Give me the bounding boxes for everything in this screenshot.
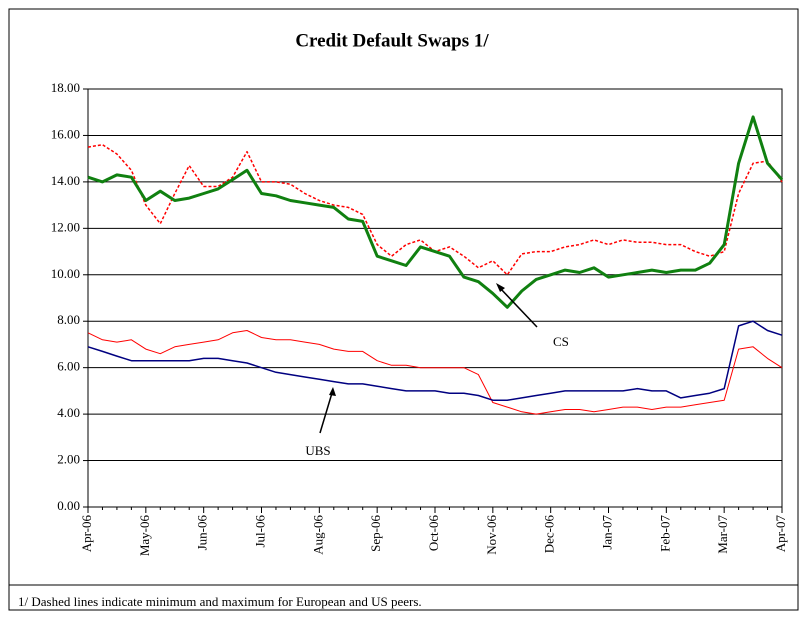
- x-tick-label: Feb-07: [657, 515, 672, 552]
- x-tick-label: Mar-07: [715, 515, 730, 554]
- y-tick-label: 14.00: [51, 173, 80, 188]
- series-line: [87, 320, 783, 401]
- y-tick-label: 6.00: [57, 359, 80, 374]
- x-tick-label: Jan-07: [599, 515, 614, 550]
- series-line: [87, 115, 784, 309]
- x-tick-label: Nov-06: [484, 515, 499, 555]
- y-tick-label: 4.00: [57, 405, 80, 420]
- arrow-head: [329, 387, 336, 396]
- chart-title: Credit Default Swaps 1/: [295, 30, 489, 51]
- x-tick-label: Aug-06: [310, 515, 325, 555]
- x-tick-label: Apr-07: [773, 515, 788, 553]
- y-tick-label: 10.00: [51, 266, 80, 281]
- x-tick-label: Jul-06: [252, 515, 267, 548]
- y-tick-label: 2.00: [57, 452, 80, 467]
- y-tick-label: 8.00: [57, 312, 80, 327]
- annotation-arrow: [498, 286, 538, 328]
- x-tick-label: Jun-06: [195, 515, 210, 551]
- arrow-head: [496, 283, 505, 292]
- y-tick-label: 16.00: [51, 126, 80, 141]
- x-tick-label: Oct-06: [426, 515, 441, 552]
- annotation: UBS: [305, 443, 330, 458]
- annotation-arrow: [319, 392, 333, 434]
- plot-background: [87, 88, 783, 508]
- y-tick-label: 0.00: [57, 498, 80, 513]
- series-line: [87, 330, 783, 415]
- footnote: 1/ Dashed lines indicate minimum and max…: [18, 594, 422, 609]
- y-tick-label: 12.00: [51, 219, 80, 234]
- y-tick-label: 18.00: [51, 80, 80, 95]
- plot-area: 0.00 2.00 4.00 6.00 8.00 10.00 12.00 14.00 16.00…: [51, 80, 788, 556]
- x-tick-label: Sep-06: [368, 515, 383, 552]
- x-tick-label: Dec-06: [542, 515, 557, 554]
- annotation: CS: [553, 334, 569, 349]
- x-tick-label: May-06: [137, 515, 152, 557]
- x-tick-label: Apr-06: [79, 515, 94, 553]
